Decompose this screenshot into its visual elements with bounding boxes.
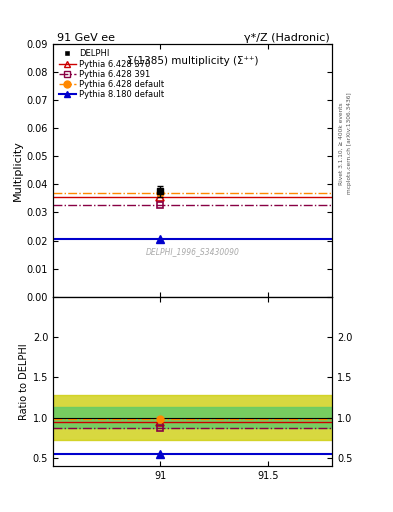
Text: γ*/Z (Hadronic): γ*/Z (Hadronic) [244,33,330,44]
Y-axis label: Ratio to DELPHI: Ratio to DELPHI [18,343,29,420]
Bar [53,407,332,428]
Text: 91 GeV ee: 91 GeV ee [57,33,115,44]
Legend: DELPHI, Pythia 6.428 370, Pythia 6.428 391, Pythia 6.428 default, Pythia 8.180 d: DELPHI, Pythia 6.428 370, Pythia 6.428 3… [57,48,166,101]
Text: mcplots.cern.ch [arXiv:1306.3436]: mcplots.cern.ch [arXiv:1306.3436] [347,93,352,194]
Text: Rivet 3.1.10, ≥ 400k events: Rivet 3.1.10, ≥ 400k events [339,102,344,185]
Text: DELPHI_1996_S3430090: DELPHI_1996_S3430090 [146,247,239,256]
Text: Σ(1385) multiplicity (Σ⁺⁺): Σ(1385) multiplicity (Σ⁺⁺) [127,56,258,66]
Bar [53,395,332,440]
Y-axis label: Multiplicity: Multiplicity [13,140,22,201]
